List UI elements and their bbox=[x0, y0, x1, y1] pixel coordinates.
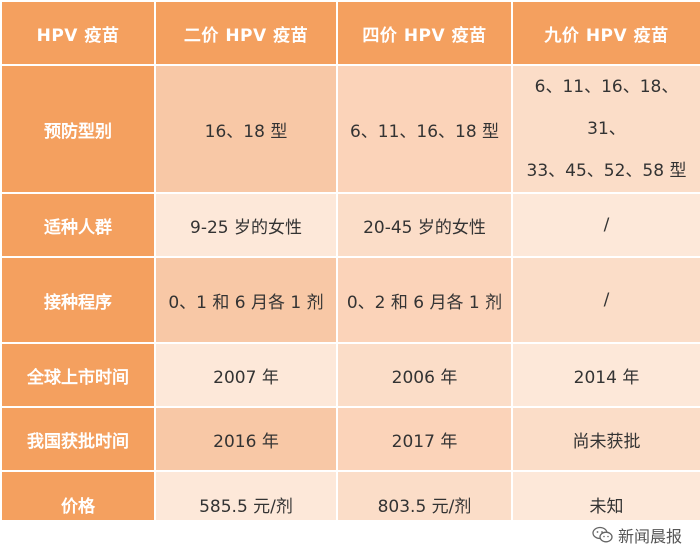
header-nonavalent: 九价 HPV 疫苗 bbox=[511, 0, 700, 66]
cell-nonavalent-population: / bbox=[511, 192, 700, 258]
table-row: 适种人群 9-25 岁的女性 20-45 岁的女性 / bbox=[0, 192, 700, 258]
table-row: 我国获批时间 2016 年 2017 年 尚未获批 bbox=[0, 406, 700, 472]
cell-quadrivalent-population: 20-45 岁的女性 bbox=[336, 192, 513, 258]
table-header-row: HPV 疫苗 二价 HPV 疫苗 四价 HPV 疫苗 九价 HPV 疫苗 bbox=[0, 0, 700, 66]
cell-nonavalent-types-line-1: 6、11、16、18、31、 bbox=[534, 77, 679, 139]
cell-bivalent-schedule: 0、1 和 6 月各 1 剂 bbox=[154, 256, 338, 344]
cell-quadrivalent-approval: 2017 年 bbox=[336, 406, 513, 472]
row-label-schedule: 接种程序 bbox=[0, 256, 156, 344]
cell-quadrivalent-types: 6、11、16、18 型 bbox=[336, 64, 513, 194]
cell-quadrivalent-schedule: 0、2 和 6 月各 1 剂 bbox=[336, 256, 513, 344]
row-label-prevention-types: 预防型别 bbox=[0, 64, 156, 194]
hpv-vaccine-table: HPV 疫苗 二价 HPV 疫苗 四价 HPV 疫苗 九价 HPV 疫苗 预防型… bbox=[0, 0, 700, 538]
row-label-global-launch: 全球上市时间 bbox=[0, 342, 156, 408]
header-quadrivalent: 四价 HPV 疫苗 bbox=[336, 0, 513, 66]
watermark-text: 新闻晨报 bbox=[617, 527, 682, 546]
row-label-china-approval: 我国获批时间 bbox=[0, 406, 156, 472]
cell-bivalent-launch: 2007 年 bbox=[154, 342, 338, 408]
cell-nonavalent-schedule: / bbox=[511, 256, 700, 344]
cell-nonavalent-types-line-2: 33、45、52、58 型 bbox=[526, 161, 687, 181]
row-label-target-population: 适种人群 bbox=[0, 192, 156, 258]
table-row: 全球上市时间 2007 年 2006 年 2014 年 bbox=[0, 342, 700, 408]
hpv-vaccine-table-container: HPV 疫苗 二价 HPV 疫苗 四价 HPV 疫苗 九价 HPV 疫苗 预防型… bbox=[0, 0, 700, 538]
cell-nonavalent-approval: 尚未获批 bbox=[511, 406, 700, 472]
header-bivalent: 二价 HPV 疫苗 bbox=[154, 0, 338, 66]
cell-nonavalent-launch: 2014 年 bbox=[511, 342, 700, 408]
cell-bivalent-approval: 2016 年 bbox=[154, 406, 338, 472]
footer-strip: 新闻晨报 bbox=[0, 520, 700, 550]
header-vaccine: HPV 疫苗 bbox=[0, 0, 156, 66]
cell-quadrivalent-launch: 2006 年 bbox=[336, 342, 513, 408]
cell-bivalent-types: 16、18 型 bbox=[154, 64, 338, 194]
cell-nonavalent-types: 6、11、16、18、31、 33、45、52、58 型 bbox=[511, 64, 700, 194]
table-row: 接种程序 0、1 和 6 月各 1 剂 0、2 和 6 月各 1 剂 / bbox=[0, 256, 700, 344]
table-row: 预防型别 16、18 型 6、11、16、18 型 6、11、16、18、31、… bbox=[0, 64, 700, 194]
cell-bivalent-population: 9-25 岁的女性 bbox=[154, 192, 338, 258]
watermark-logo: 新闻晨报 bbox=[592, 523, 682, 547]
wechat-icon bbox=[592, 526, 613, 543]
